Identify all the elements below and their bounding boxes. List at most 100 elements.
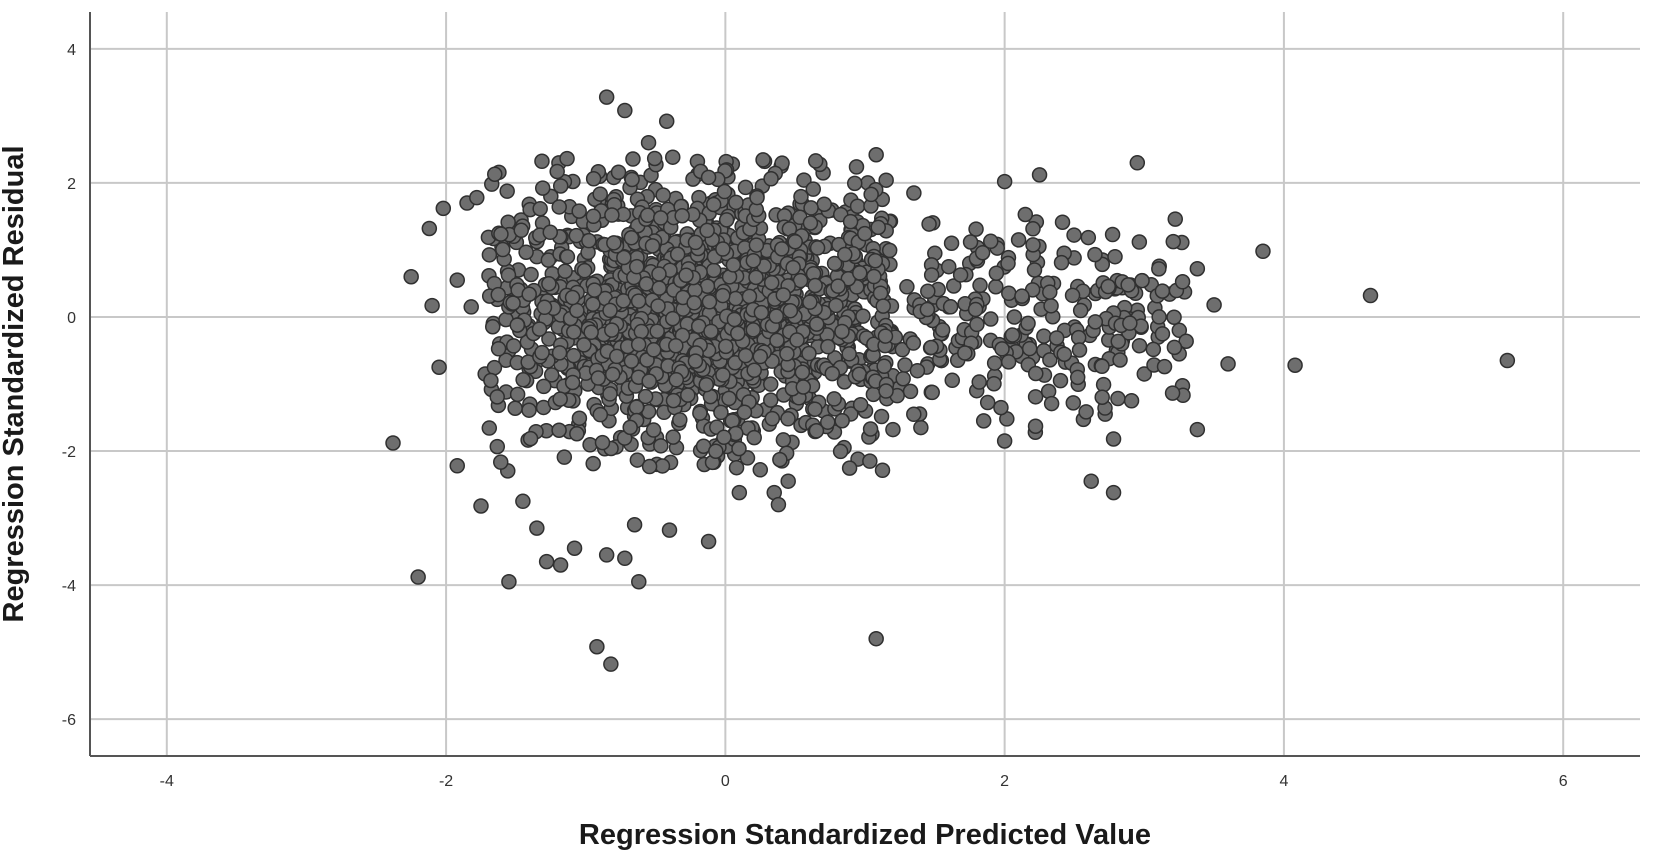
data-point — [1220, 356, 1236, 372]
data-point — [1080, 229, 1097, 246]
data-point — [745, 322, 762, 338]
data-point — [828, 297, 844, 314]
data-point — [1174, 274, 1191, 290]
data-point — [730, 325, 746, 342]
data-point — [641, 373, 657, 389]
data-point — [913, 419, 929, 436]
data-point — [782, 302, 799, 319]
data-point — [942, 299, 959, 315]
y-tick-labels: 4 2 0 -2 -4 -6 — [62, 42, 76, 729]
data-point — [724, 413, 741, 429]
data-point — [592, 406, 609, 423]
y-tick-label: 4 — [67, 42, 76, 59]
data-point — [923, 267, 940, 283]
x-tick-label: 6 — [1559, 773, 1568, 790]
y-tick-label: 2 — [67, 176, 76, 193]
data-point — [589, 638, 605, 655]
data-point — [652, 210, 669, 226]
data-point — [794, 364, 811, 380]
data-point — [463, 299, 479, 315]
data-point — [602, 386, 618, 402]
data-point — [1064, 287, 1081, 304]
data-point — [983, 311, 999, 327]
data-point — [1072, 302, 1089, 319]
data-point — [870, 219, 886, 236]
data-point — [507, 400, 523, 416]
data-point — [633, 323, 650, 340]
data-point — [1006, 309, 1023, 325]
data-point — [855, 308, 871, 324]
data-point — [1206, 297, 1222, 313]
data-point — [993, 399, 1009, 416]
data-point — [775, 287, 792, 303]
data-point — [585, 296, 601, 312]
data-point — [764, 410, 781, 427]
x-tick-label: 4 — [1279, 773, 1288, 790]
data-point — [885, 421, 901, 438]
data-point — [1255, 243, 1271, 260]
data-point — [549, 163, 565, 180]
data-point — [731, 440, 747, 457]
data-point — [649, 323, 665, 339]
data-point — [490, 341, 507, 357]
data-point — [489, 438, 506, 455]
data-point — [748, 269, 764, 286]
data-point — [492, 454, 509, 470]
data-point — [1100, 278, 1116, 295]
data-point — [746, 429, 762, 446]
data-point — [521, 402, 537, 418]
data-point — [680, 387, 696, 403]
data-point — [753, 304, 770, 321]
data-point — [1171, 322, 1188, 339]
data-point — [834, 323, 850, 340]
data-point — [713, 404, 729, 421]
data-point — [841, 460, 858, 476]
data-point — [664, 310, 681, 327]
data-point — [449, 272, 466, 288]
data-point — [569, 302, 585, 319]
data-point — [604, 207, 620, 223]
data-point — [755, 152, 771, 168]
data-point — [868, 630, 884, 647]
data-point — [862, 453, 878, 469]
data-point — [785, 259, 801, 276]
data-point — [774, 241, 790, 257]
data-point — [700, 533, 717, 550]
data-point — [975, 413, 992, 429]
data-point — [802, 215, 819, 231]
data-point — [725, 257, 742, 273]
data-point — [957, 345, 973, 361]
data-point — [796, 172, 812, 188]
data-point — [551, 345, 568, 361]
data-point — [705, 196, 722, 213]
data-point — [515, 493, 531, 510]
data-point — [538, 553, 555, 570]
data-point — [571, 203, 587, 219]
x-tick-label: 2 — [1000, 773, 1009, 790]
data-point — [968, 221, 984, 237]
data-point — [1131, 234, 1148, 250]
data-point — [1001, 285, 1017, 302]
data-point — [863, 186, 879, 203]
x-axis-title: Regression Standardized Predicted Value — [579, 819, 1151, 851]
data-point — [604, 366, 621, 383]
data-point — [924, 384, 940, 401]
data-point — [654, 458, 671, 474]
data-point — [481, 247, 498, 263]
data-point — [775, 432, 792, 448]
data-point — [624, 171, 640, 188]
data-point — [1083, 473, 1099, 489]
data-point — [967, 301, 984, 318]
data-point — [665, 392, 682, 409]
data-point — [609, 348, 625, 365]
data-point — [878, 383, 894, 399]
data-point — [849, 198, 866, 214]
data-point — [779, 346, 795, 362]
data-point — [795, 379, 812, 395]
data-point — [1156, 358, 1173, 375]
data-point — [895, 370, 911, 387]
data-point — [486, 359, 503, 376]
data-point — [1131, 337, 1148, 354]
data-point — [564, 289, 581, 306]
data-point — [962, 234, 979, 250]
